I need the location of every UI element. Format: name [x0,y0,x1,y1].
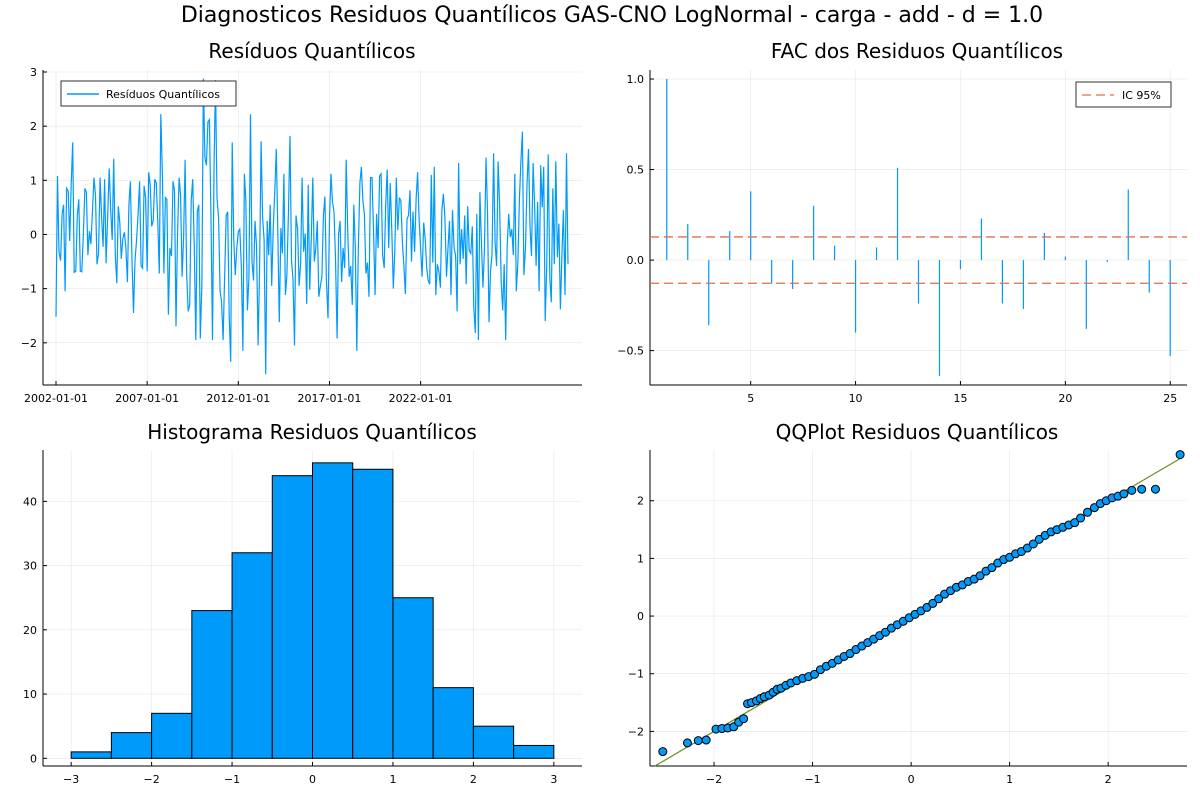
histogram-bar [271,475,314,759]
histogram-bar [352,468,394,759]
y-tick-label: −2 [21,337,37,350]
histogram-panel: Histograma Residuos Quantílicos 40302010… [23,420,582,786]
x-tick-label: 2002-01-01 [24,392,88,405]
qq-point [1119,489,1129,499]
x-tick-label: 1 [1006,773,1013,786]
qq-point [1070,518,1080,528]
x-tick-label: 10 [849,392,863,405]
qqplot-panel: QQPlot Residuos Quantílicos 2 1 0 −1 −2 −2 −1 0… [628,420,1187,786]
histogram-bar [191,610,233,759]
qq-point [1082,507,1092,517]
qq-point [975,571,985,581]
qq-point [1028,539,1038,549]
legend-box [1075,81,1172,108]
x-tick-label: 1 [389,773,396,786]
x-tick-label: 25 [1163,392,1177,405]
y-tick-label: 0.5 [627,164,645,177]
y-tick-label: 2 [637,495,644,508]
legend-label: Resíduos Quantílicos [106,88,220,101]
histogram-bar [70,751,112,759]
panel-title: QQPlot Residuos Quantílicos [776,420,1059,444]
y-tick-label: −0.5 [617,345,644,358]
qq-point [1076,513,1086,523]
y-tick-label: 2 [30,120,37,133]
y-tick-label: 40 [23,495,37,508]
legend-label: IC 95% [1122,89,1161,102]
acf-panel: FAC dos Residuos Quantílicos 1.0 0.5 0.0 −0… [617,39,1187,405]
y-tick-label: 3 [30,66,37,79]
residuals-line-panel: Resíduos Quantílicos 3 2 1 0 −1 −2 2002-01-01 2… [21,39,582,405]
qq-point [1175,450,1185,460]
panel-title: Histograma Residuos Quantílicos [147,420,477,444]
residuals-series-line [55,78,569,375]
qq-point [739,714,749,724]
y-tick-label: −2 [628,725,644,738]
qq-point [1137,484,1147,494]
figure-title: Diagnosticos Residuos Quantílicos GAS-CN… [181,3,1043,28]
y-tick-label: 1 [30,174,37,187]
x-tick-label: 0 [309,773,316,786]
qq-point [810,669,820,679]
histogram-bar [392,597,434,759]
panel-title: FAC dos Residuos Quantílicos [771,39,1063,63]
x-tick-label: −1 [224,773,240,786]
legend: IC 95% [1075,81,1172,108]
qq-point [934,594,944,604]
qq-point [658,747,668,757]
x-tick-label: 2017-01-01 [298,392,362,405]
y-tick-label: −1 [628,668,644,681]
qq-point [1150,484,1160,494]
qq-point [682,738,692,748]
y-tick-label: 30 [23,560,37,573]
histogram-bar [432,687,474,759]
qq-point [987,563,997,573]
histogram-bar [110,732,153,759]
histogram-bar [312,462,354,759]
y-tick-label: 0.0 [627,254,645,267]
x-tick-label: 5 [747,392,754,405]
y-tick-label: −1 [21,283,37,296]
x-tick-label: −3 [63,773,79,786]
x-tick-label: 15 [953,392,967,405]
qq-point [693,736,703,746]
y-tick-label: 0 [637,610,644,623]
x-tick-label: −2 [143,773,159,786]
x-tick-label: 2007-01-01 [115,392,179,405]
x-tick-label: 2012-01-01 [206,392,270,405]
y-tick-label: 1 [637,552,644,565]
x-tick-label: 2022-01-01 [389,392,453,405]
histogram-bar [472,725,515,759]
x-tick-label: 20 [1058,392,1072,405]
legend: Resíduos Quantílicos [60,80,237,107]
histogram-bar [513,744,555,759]
x-tick-label: 0 [908,773,915,786]
qq-point [1127,485,1137,495]
qq-point [928,598,938,608]
x-tick-label: 2 [1105,773,1112,786]
y-tick-label: 20 [23,624,37,637]
x-tick-label: −2 [706,773,722,786]
y-tick-label: 0 [30,228,37,241]
x-tick-label: 2 [470,773,477,786]
x-tick-label: 3 [550,773,557,786]
y-tick-label: 0 [30,752,37,765]
histogram-bar [231,552,273,759]
x-tick-label: −1 [804,773,820,786]
qq-point [701,735,711,745]
panel-title: Resíduos Quantílicos [208,39,415,63]
y-tick-label: 1.0 [627,73,645,86]
y-tick-label: 10 [23,688,37,701]
histogram-bar [151,712,193,759]
